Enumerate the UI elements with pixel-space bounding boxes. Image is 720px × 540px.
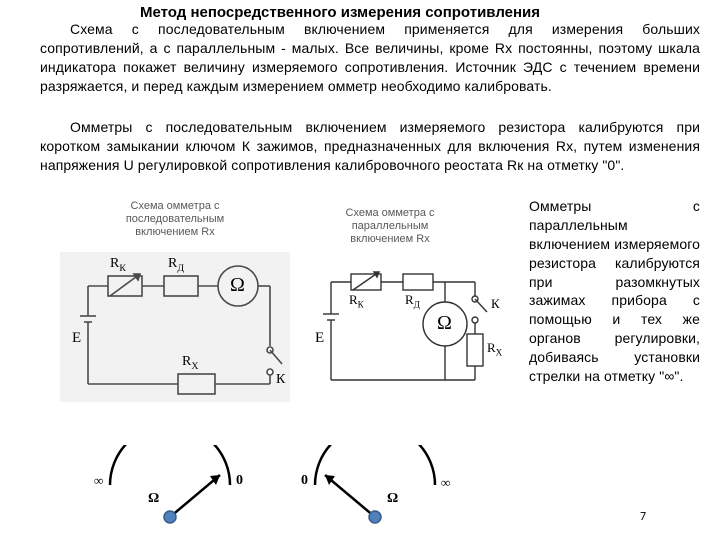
label-omega: Ω — [230, 274, 245, 297]
paragraph-2: Омметры с последовательным включением из… — [40, 118, 700, 175]
label-Rd: RД — [168, 256, 184, 274]
meter-scale-series: ∞ 0 Ω — [90, 445, 250, 525]
diagram-parallel: E RК RД Ω RX К — [305, 252, 520, 402]
scale-right-label: ∞ — [441, 475, 450, 491]
label-K: К — [276, 372, 285, 388]
paragraph-1: Схема с последовательным включением прим… — [40, 20, 700, 96]
scale-omega: Ω — [387, 491, 398, 507]
label-Rk: RК — [110, 256, 126, 274]
scale-omega: Ω — [148, 491, 159, 507]
caption-diagram-parallel: Схема омметра спараллельнымвключением Rx — [325, 207, 455, 247]
page-number: 7 — [640, 510, 646, 524]
label-omega: Ω — [437, 312, 452, 335]
label-E: E — [315, 330, 324, 347]
diagram-series: E RК RД Ω RX К — [60, 252, 290, 402]
scale-left-label: 0 — [301, 473, 308, 489]
label-Rd: RД — [405, 292, 420, 310]
caption-diagram-series: Схема омметра споследовательнымвключение… — [105, 200, 245, 240]
label-Rx: RX — [487, 340, 502, 358]
label-E: E — [72, 330, 81, 347]
paragraph-3: Омметры с параллельным включением измеря… — [529, 197, 700, 386]
meter-scale-parallel: 0 ∞ Ω — [295, 445, 455, 525]
label-Rk: RК — [349, 292, 364, 310]
scale-left-label: ∞ — [94, 473, 103, 489]
page-title: Метод непосредственного измерения сопрот… — [140, 4, 580, 21]
label-Rx: RX — [182, 354, 198, 372]
label-K: К — [491, 296, 500, 312]
scale-right-label: 0 — [236, 473, 243, 489]
